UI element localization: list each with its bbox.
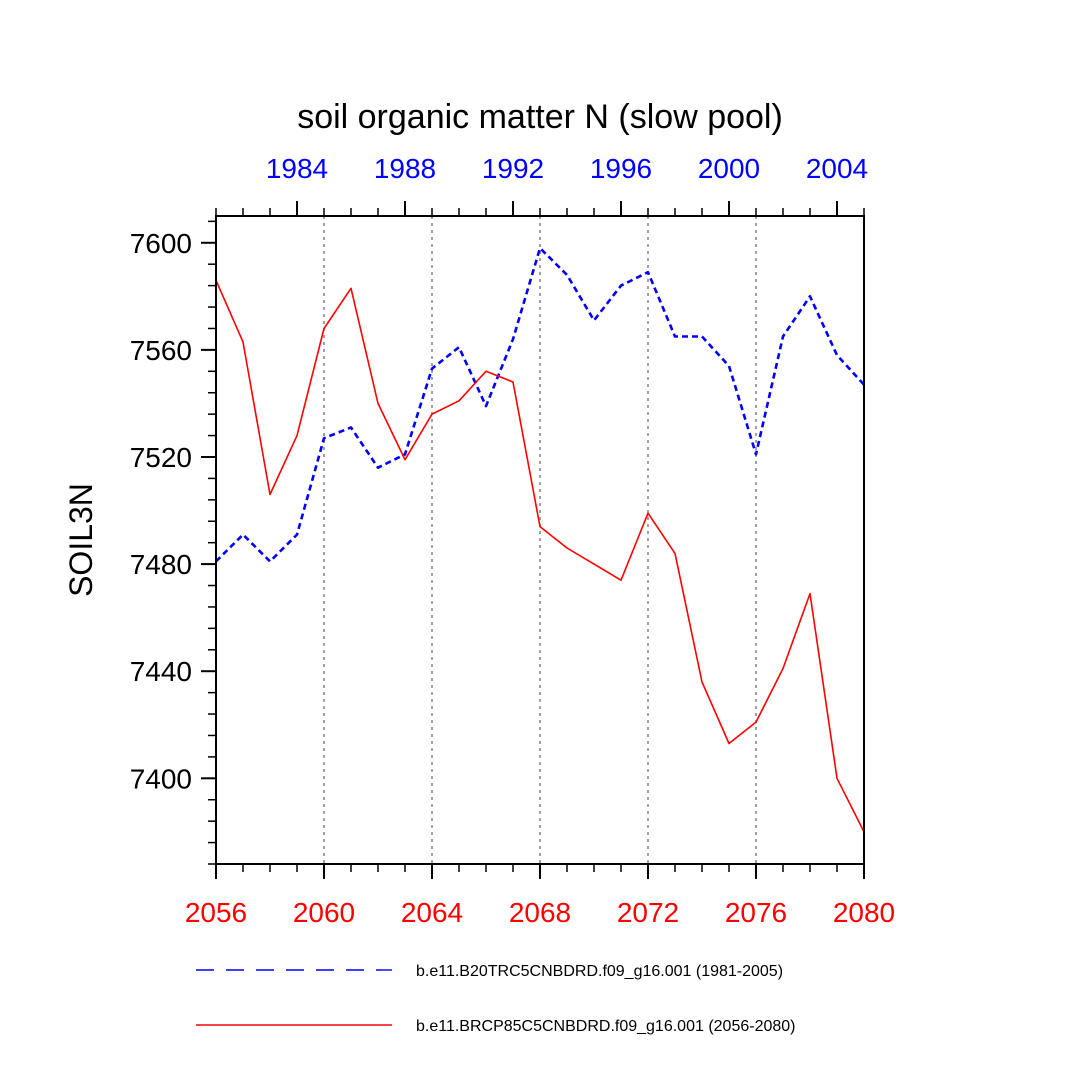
x-bottom-tick-label-2076: 2076 (725, 897, 787, 928)
series-lines (215, 246, 865, 833)
legend-label-0: b.e11.B20TRC5CNBDRD.f09_g16.001 (1981-20… (416, 963, 783, 980)
y-tick-label-7520: 7520 (130, 442, 192, 473)
x-top-tick-label-1996: 1996 (590, 153, 652, 184)
x-top-tick-label-2004: 2004 (806, 153, 868, 184)
axis-ticks: 7400 7440 7480 7520 7560 7600 2056 2060 2064 2068… (130, 153, 895, 928)
x-top-tick-label-1988: 1988 (374, 153, 436, 184)
series-line-1 (215, 279, 865, 833)
x-bottom-tick-label-2068: 2068 (509, 897, 571, 928)
grid-lines (323, 216, 757, 864)
x-bottom-tick-label-2056: 2056 (185, 897, 247, 928)
x-top-tick-label-1984: 1984 (266, 153, 328, 184)
legend-label-1: b.e11.BRCP85C5CNBDRD.f09_g16.001 (2056-2… (416, 1018, 795, 1035)
y-tick-label-7440: 7440 (130, 656, 192, 687)
series-line-0 (215, 246, 865, 563)
x-bottom-tick-label-2064: 2064 (401, 897, 463, 928)
x-top-tick-label-2000: 2000 (698, 153, 760, 184)
x-bottom-tick-label-2060: 2060 (293, 897, 355, 928)
x-bottom-tick-label-2080: 2080 (833, 897, 895, 928)
y-axis-label: SOIL3N (63, 483, 99, 597)
x-top-tick-label-1992: 1992 (482, 153, 544, 184)
x-bottom-tick-label-2072: 2072 (617, 897, 679, 928)
y-tick-label-7480: 7480 (130, 549, 192, 580)
y-tick-label-7600: 7600 (130, 228, 192, 259)
y-tick-label-7560: 7560 (130, 335, 192, 366)
chart-title: soil organic matter N (slow pool) (297, 98, 783, 136)
y-tick-label-7400: 7400 (130, 763, 192, 794)
legend: b.e11.B20TRC5CNBDRD.f09_g16.001 (1981-20… (196, 963, 795, 1035)
